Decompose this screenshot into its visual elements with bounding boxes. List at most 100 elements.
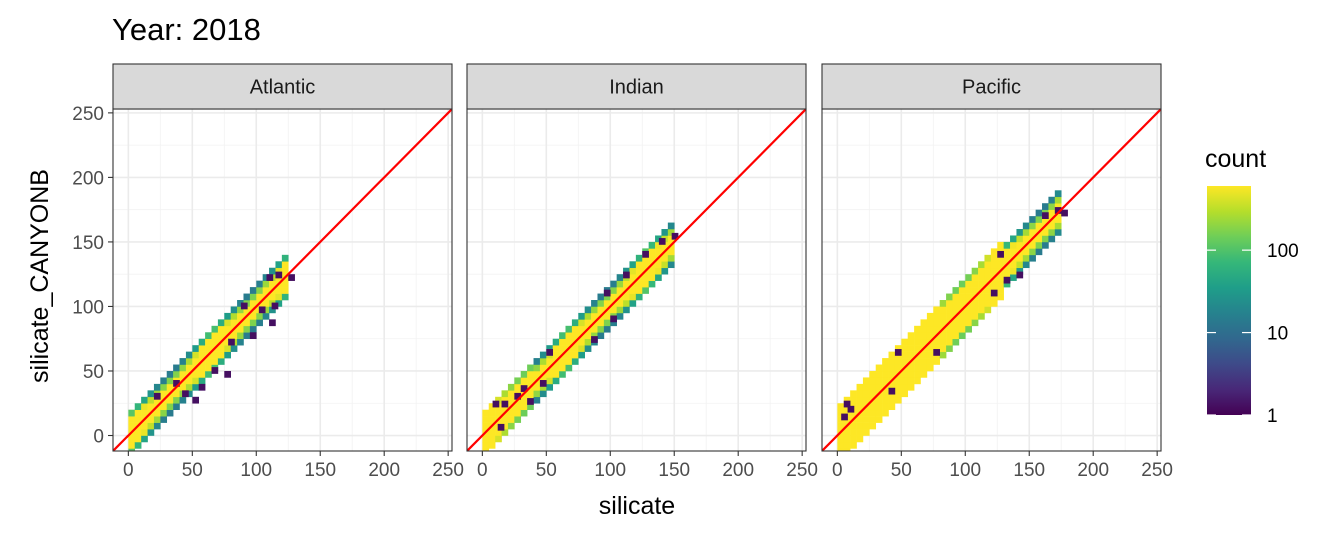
heat-tile [965, 280, 972, 288]
heat-tile [205, 364, 212, 372]
heat-tile [965, 306, 972, 314]
heat-tile [882, 377, 889, 385]
heat-tile [946, 312, 953, 320]
heat-tile [667, 254, 675, 262]
heat-tile [603, 293, 611, 301]
heat-tile [971, 274, 979, 281]
heat-tile [894, 377, 902, 385]
heat-tile [952, 306, 960, 314]
heat-tile [965, 319, 972, 327]
x-tick-label: 50 [182, 460, 203, 481]
heat-tile [153, 392, 161, 400]
heat-tile [182, 390, 189, 398]
heat-tile [965, 325, 972, 333]
heat-tile [488, 409, 496, 417]
heat-tile [584, 338, 592, 346]
heat-tile [616, 287, 624, 294]
heat-tile [901, 338, 909, 346]
heat-tile [856, 422, 864, 430]
heat-tile [147, 396, 155, 404]
heat-tile [527, 370, 534, 378]
heat-tile [552, 351, 560, 359]
heat-tile [648, 280, 656, 288]
heat-tile [571, 325, 579, 333]
heat-tile [281, 287, 289, 294]
heat-tile [237, 332, 244, 340]
heat-tile [642, 261, 649, 269]
heat-tile [591, 325, 598, 333]
heat-tile [862, 416, 870, 423]
heat-tile [990, 267, 998, 275]
heat-tile [141, 396, 148, 404]
heat-tile [211, 332, 219, 340]
heat-tile [914, 358, 921, 365]
y-tick-label: 0 [93, 427, 104, 448]
heat-tile [507, 390, 515, 398]
heat-tile [539, 380, 547, 387]
heat-tile [869, 390, 877, 398]
heat-tile [655, 267, 662, 275]
heat-tile [281, 254, 289, 262]
gridlines [822, 109, 1161, 451]
y-axis-title: silicate_CANYONB [26, 169, 54, 383]
heat-tile [642, 287, 649, 294]
y-tick-label: 150 [72, 233, 104, 254]
heat-tile [875, 396, 883, 404]
heat-tile [546, 383, 554, 391]
heat-tile [862, 422, 870, 430]
heat-tile [914, 345, 921, 352]
heat-tile [894, 358, 902, 365]
heat-tile [228, 338, 235, 346]
heat-tile [850, 422, 857, 430]
heat-tile [482, 441, 490, 449]
heat-tile [185, 377, 193, 385]
heat-tile [862, 409, 870, 417]
heat-tile [997, 293, 1004, 301]
heat-tile [894, 390, 902, 398]
heat-tile [1016, 267, 1024, 275]
heat-tile [237, 306, 244, 314]
heat-tile [1029, 216, 1036, 223]
heat-tile [262, 287, 270, 294]
heat-tile [205, 332, 212, 340]
heat-tile [578, 312, 585, 320]
heat-tile [166, 370, 174, 378]
heat-tile [147, 422, 155, 430]
heat-tile [1022, 261, 1030, 269]
heat-tile [249, 332, 257, 340]
heat-tile [134, 435, 142, 443]
heat-tile [205, 370, 212, 378]
heat-tile [1022, 222, 1030, 230]
heat-tile [501, 429, 509, 436]
heat-tile [578, 345, 585, 352]
colorbar-label: 1 [1267, 406, 1278, 427]
heat-tile [533, 370, 541, 378]
facet-pacific: Pacific 0 50 100 150 200 250 [821, 63, 1173, 481]
heat-tile [591, 300, 598, 307]
heat-tile [501, 400, 509, 408]
heat-tile [546, 345, 554, 352]
heat-tile [217, 325, 225, 333]
x-tick-label: 150 [658, 460, 690, 481]
heat-tile [262, 300, 270, 307]
heat-tile [533, 396, 541, 404]
heat-tile [603, 312, 611, 320]
heat-tile [642, 250, 649, 258]
heat-tile [635, 261, 643, 269]
heat-tile [933, 312, 940, 320]
heat-tile [256, 319, 263, 327]
heat-tile [1035, 248, 1043, 256]
heat-tile [192, 351, 200, 359]
heat-tile [533, 383, 541, 391]
heat-tile [520, 409, 528, 417]
heat-tile [939, 319, 947, 327]
heat-tile [571, 358, 579, 365]
heat-tile [262, 274, 270, 281]
heat-tile [597, 293, 605, 301]
heat-tile [920, 338, 928, 346]
heat-tile [933, 319, 940, 327]
heat-tile [281, 280, 289, 288]
facet-strip [466, 63, 807, 110]
heat-tile [128, 422, 136, 430]
heat-tile [856, 383, 864, 391]
